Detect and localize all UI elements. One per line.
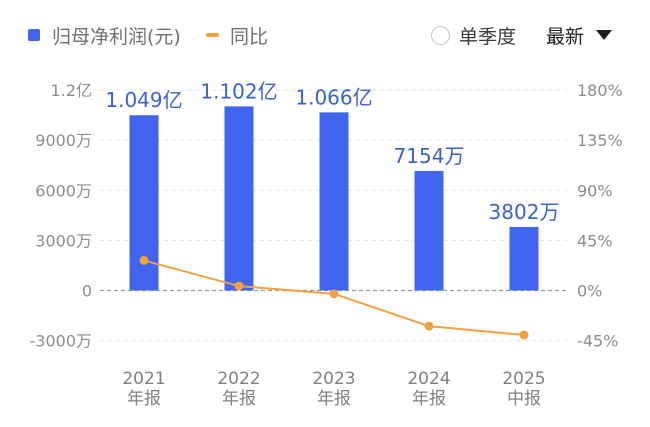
legend-line-swatch bbox=[206, 33, 219, 37]
left-axis-tick-label: 0 bbox=[82, 282, 92, 301]
yoy-point[interactable] bbox=[424, 321, 434, 331]
category-label: 2022 年报 bbox=[217, 369, 260, 409]
right-axis-tick-label: 45% bbox=[577, 231, 613, 250]
legend-yoy[interactable]: 同比 bbox=[206, 22, 268, 48]
profit-bar-value-label: 1.049亿 bbox=[105, 88, 182, 112]
profit-bar[interactable] bbox=[224, 106, 254, 291]
yoy-point[interactable] bbox=[139, 255, 149, 265]
profit-bar[interactable] bbox=[319, 112, 349, 291]
category-label: 2025 中报 bbox=[502, 369, 545, 409]
category-label: 2024 年报 bbox=[407, 369, 450, 409]
single-quarter-label: 单季度 bbox=[459, 25, 517, 48]
left-axis-tick-label: 3000万 bbox=[35, 231, 92, 250]
left-axis-tick-label: 1.2亿 bbox=[51, 81, 92, 100]
period-dropdown[interactable]: 最新 bbox=[546, 22, 613, 48]
period-dropdown-label: 最新 bbox=[546, 25, 585, 48]
right-axis-tick-label: -45% bbox=[577, 332, 618, 351]
category-label: 2021 年报 bbox=[122, 369, 165, 409]
profit-bar-value-label: 1.102亿 bbox=[200, 79, 277, 103]
legend-net-profit[interactable]: 归母净利润(元) bbox=[28, 22, 181, 48]
yoy-point[interactable] bbox=[234, 281, 244, 291]
profit-bar-value-label: 3802万 bbox=[489, 200, 560, 224]
right-axis-tick-label: 0% bbox=[577, 282, 602, 301]
legend-net-profit-label: 归母净利润(元) bbox=[52, 25, 181, 48]
yoy-point[interactable] bbox=[329, 289, 339, 299]
legend-bar-swatch bbox=[28, 29, 40, 41]
single-quarter-toggle[interactable]: 单季度 bbox=[431, 22, 516, 48]
radio-circle-icon[interactable] bbox=[431, 25, 450, 45]
profit-bar-value-label: 7154万 bbox=[394, 144, 465, 168]
profit-bar-value-label: 1.066亿 bbox=[295, 85, 372, 109]
left-axis-tick-label: 9000万 bbox=[35, 131, 92, 150]
right-axis-tick-label: 180% bbox=[577, 81, 623, 100]
left-axis-tick-label: 6000万 bbox=[35, 181, 92, 200]
left-axis-tick-label: -3000万 bbox=[30, 332, 93, 351]
caret-down-icon[interactable] bbox=[596, 30, 613, 40]
legend-yoy-label: 同比 bbox=[230, 25, 269, 48]
profit-bar[interactable] bbox=[509, 226, 539, 291]
right-axis-tick-label: 135% bbox=[577, 131, 623, 150]
chart-header: 归母净利润(元) 同比 单季度 最新 bbox=[0, 0, 650, 70]
category-label: 2023 年报 bbox=[312, 369, 355, 409]
yoy-point[interactable] bbox=[519, 330, 529, 340]
right-axis-tick-label: 90% bbox=[577, 181, 613, 200]
profit-bar[interactable] bbox=[414, 170, 444, 291]
